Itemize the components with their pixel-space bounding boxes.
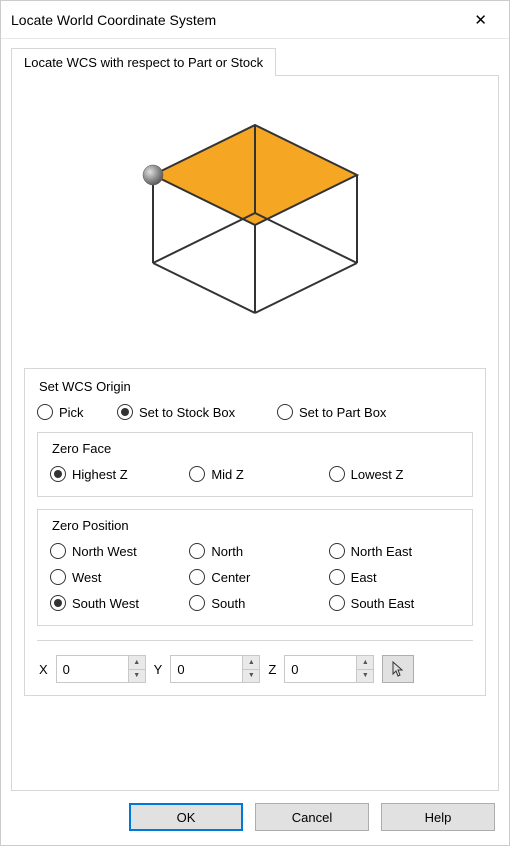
radio-mid-z[interactable]: Mid Z xyxy=(189,466,320,482)
y-input[interactable] xyxy=(170,655,242,683)
window-title: Locate World Coordinate System xyxy=(11,12,216,28)
origin-radio-row: Pick Set to Stock Box Set to Part Box xyxy=(37,404,473,420)
radio-w-label: West xyxy=(72,570,101,585)
box-preview-svg xyxy=(135,113,375,333)
zero-face-radios: Highest Z Mid Z Lowest Z xyxy=(50,466,460,482)
radio-n-label: North xyxy=(211,544,243,559)
radio-n[interactable]: North xyxy=(189,543,320,559)
radio-part-box[interactable]: Set to Part Box xyxy=(277,404,473,420)
z-input[interactable] xyxy=(284,655,356,683)
radio-e[interactable]: East xyxy=(329,569,460,585)
dialog-window: Locate World Coordinate System ✕ Locate … xyxy=(0,0,510,846)
radio-nw-label: North West xyxy=(72,544,137,559)
cancel-button[interactable]: Cancel xyxy=(255,803,369,831)
radio-highest-z[interactable]: Highest Z xyxy=(50,466,181,482)
radio-stock-label: Set to Stock Box xyxy=(139,405,235,420)
set-wcs-origin-group: Set WCS Origin Pick Set to Stock Box Set… xyxy=(24,368,486,696)
radio-stock-box[interactable]: Set to Stock Box xyxy=(117,404,277,420)
zero-position-radios: North West North North East West Center … xyxy=(50,543,460,611)
cursor-icon xyxy=(391,661,405,677)
radio-sw[interactable]: South West xyxy=(50,595,181,611)
zero-position-group: Zero Position North West North North Eas… xyxy=(37,509,473,626)
close-button[interactable]: ✕ xyxy=(466,7,495,33)
y-spin-up[interactable]: ▲ xyxy=(243,656,259,670)
y-spin-down[interactable]: ▼ xyxy=(243,670,259,683)
ok-button[interactable]: OK xyxy=(129,803,243,831)
z-label: Z xyxy=(268,662,276,677)
radio-lowest-z[interactable]: Lowest Z xyxy=(329,466,460,482)
radio-pick[interactable]: Pick xyxy=(37,404,117,420)
x-spin-down[interactable]: ▼ xyxy=(129,670,145,683)
z-spinner: ▲ ▼ xyxy=(284,655,374,683)
radio-c-label: Center xyxy=(211,570,250,585)
content-area: Locate WCS with respect to Part or Stock xyxy=(1,39,509,791)
pick-point-button[interactable] xyxy=(382,655,414,683)
radio-pick-label: Pick xyxy=(59,405,84,420)
zero-position-title: Zero Position xyxy=(52,518,460,533)
y-spinner: ▲ ▼ xyxy=(170,655,260,683)
titlebar: Locate World Coordinate System ✕ xyxy=(1,1,509,39)
x-input[interactable] xyxy=(56,655,128,683)
x-spin-up[interactable]: ▲ xyxy=(129,656,145,670)
y-label: Y xyxy=(154,662,163,677)
z-spin-up[interactable]: ▲ xyxy=(357,656,373,670)
radio-lowest-z-label: Lowest Z xyxy=(351,467,404,482)
coordinates-row: X ▲ ▼ Y ▲ ▼ xyxy=(37,640,473,683)
radio-part-label: Set to Part Box xyxy=(299,405,386,420)
radio-highest-z-label: Highest Z xyxy=(72,467,128,482)
radio-se-label: South East xyxy=(351,596,415,611)
x-label: X xyxy=(39,662,48,677)
zero-face-title: Zero Face xyxy=(52,441,460,456)
dialog-buttons: OK Cancel Help xyxy=(1,791,509,845)
radio-c[interactable]: Center xyxy=(189,569,320,585)
radio-s-label: South xyxy=(211,596,245,611)
x-spinner: ▲ ▼ xyxy=(56,655,146,683)
z-spin-down[interactable]: ▼ xyxy=(357,670,373,683)
zero-face-group: Zero Face Highest Z Mid Z Lowest Z xyxy=(37,432,473,497)
radio-w[interactable]: West xyxy=(50,569,181,585)
radio-sw-label: South West xyxy=(72,596,139,611)
radio-ne-label: North East xyxy=(351,544,412,559)
radio-s[interactable]: South xyxy=(189,595,320,611)
tab-panel: Set WCS Origin Pick Set to Stock Box Set… xyxy=(11,75,499,791)
radio-se[interactable]: South East xyxy=(329,595,460,611)
tab-strip: Locate WCS with respect to Part or Stock xyxy=(11,47,499,75)
origin-sphere-icon xyxy=(143,165,163,185)
radio-e-label: East xyxy=(351,570,377,585)
origin-group-title: Set WCS Origin xyxy=(39,379,473,394)
preview-3d xyxy=(24,88,486,358)
help-button[interactable]: Help xyxy=(381,803,495,831)
radio-mid-z-label: Mid Z xyxy=(211,467,244,482)
radio-nw[interactable]: North West xyxy=(50,543,181,559)
radio-ne[interactable]: North East xyxy=(329,543,460,559)
tab-locate-wcs[interactable]: Locate WCS with respect to Part or Stock xyxy=(11,48,276,76)
